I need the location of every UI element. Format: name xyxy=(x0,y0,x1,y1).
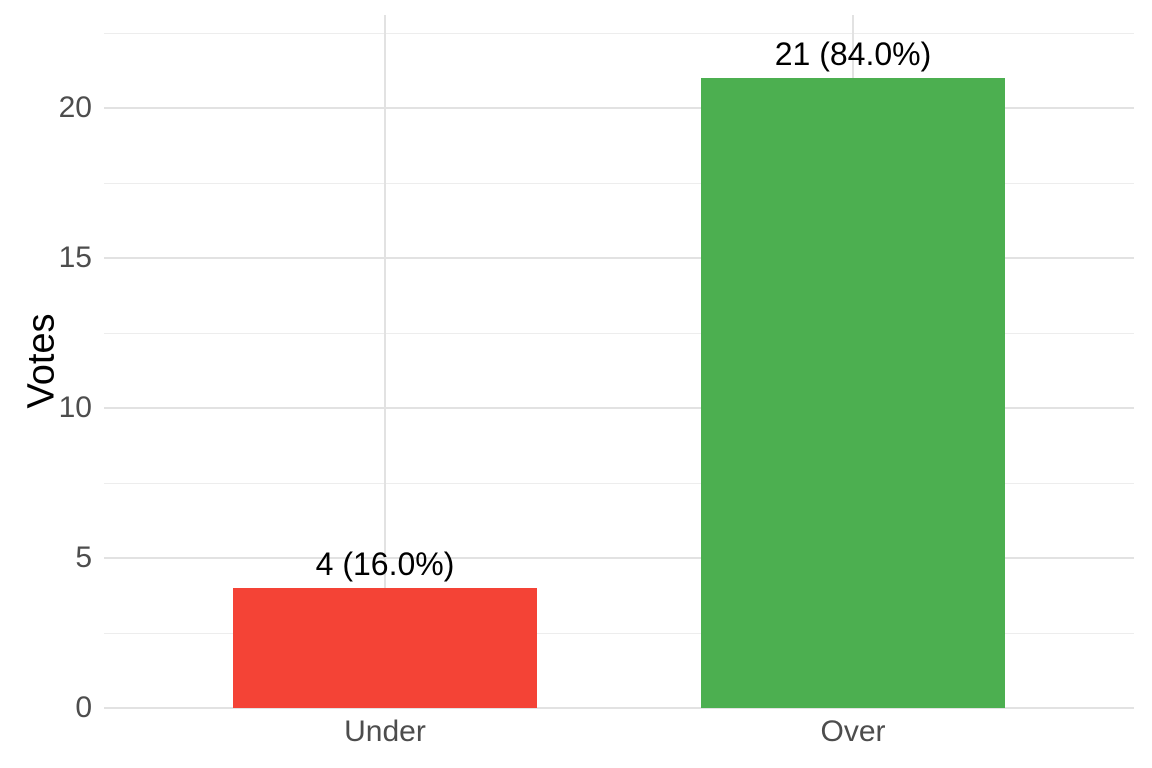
gridline-minor xyxy=(104,632,1134,634)
y-tick-label-10: 10 xyxy=(58,391,92,424)
y-tick-label-15: 15 xyxy=(58,241,92,274)
gridline-major xyxy=(104,407,1134,409)
bar-value-label-under: 4 (16.0%) xyxy=(315,546,455,582)
x-tick-label-under: Under xyxy=(344,715,426,748)
y-tick-label-0: 0 xyxy=(75,691,92,724)
gridline-minor xyxy=(104,182,1134,184)
y-tick-label-5: 5 xyxy=(75,541,92,574)
gridline-minor xyxy=(104,332,1134,334)
gridline-major xyxy=(104,257,1134,259)
gridline-minor xyxy=(104,482,1134,484)
gridline-major xyxy=(104,707,1134,709)
y-tick-label-20: 20 xyxy=(58,91,92,124)
plot-panel: 4 (16.0%) 21 (84.0%) xyxy=(104,15,1134,709)
gridline-major xyxy=(104,557,1134,559)
gridline-category-under xyxy=(384,15,386,708)
bar-over xyxy=(701,78,1005,708)
bar-under xyxy=(233,588,537,708)
bar-value-label-over: 21 (84.0%) xyxy=(774,36,932,72)
gridline-minor xyxy=(104,32,1134,34)
gridline-major xyxy=(104,107,1134,109)
x-tick-label-over: Over xyxy=(820,715,886,748)
